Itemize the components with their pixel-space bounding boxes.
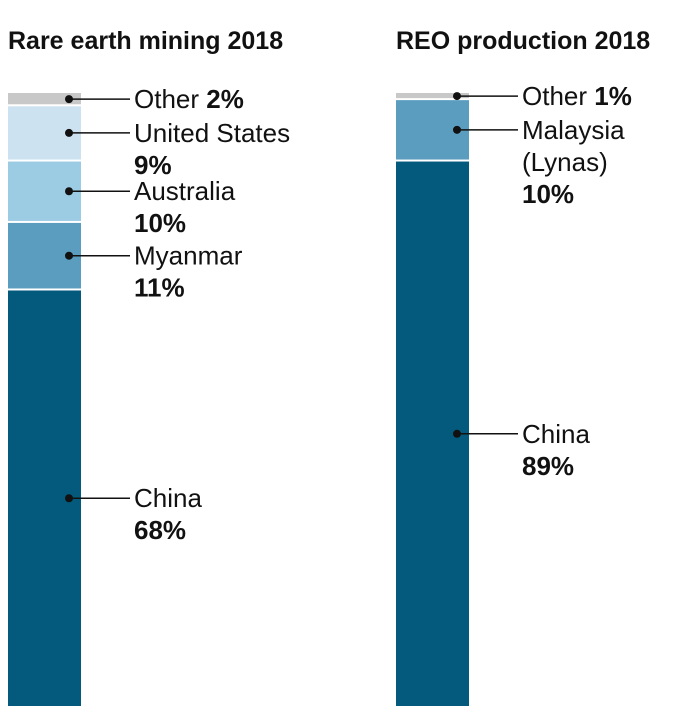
label-other: Other 2% bbox=[134, 84, 244, 114]
segment-label: Myanmar bbox=[134, 241, 243, 271]
segment-value: 10% bbox=[134, 208, 186, 238]
segment-value: 68% bbox=[134, 515, 186, 545]
value-other: 2% bbox=[206, 84, 244, 114]
segment-label: (Lynas) bbox=[522, 147, 608, 177]
segment-value: 11% bbox=[134, 273, 185, 303]
segment-label: United States bbox=[134, 118, 290, 148]
chart-title-mining: Rare earth mining 2018 bbox=[8, 27, 283, 55]
bar-segment-other bbox=[8, 93, 81, 105]
value-other: 1% bbox=[594, 81, 632, 111]
segment-value: 10% bbox=[522, 179, 574, 209]
segment-label: Malaysia bbox=[522, 115, 625, 145]
chart-title-reo: REO production 2018 bbox=[396, 27, 650, 55]
segment-label: China bbox=[134, 483, 202, 513]
segment-label: China bbox=[522, 419, 590, 449]
segment-value: 9% bbox=[134, 150, 172, 180]
segment-label: Australia bbox=[134, 176, 236, 206]
label-other: Other 1% bbox=[522, 81, 632, 111]
segment-value: 89% bbox=[522, 451, 574, 481]
bar-segment-other bbox=[396, 93, 469, 99]
